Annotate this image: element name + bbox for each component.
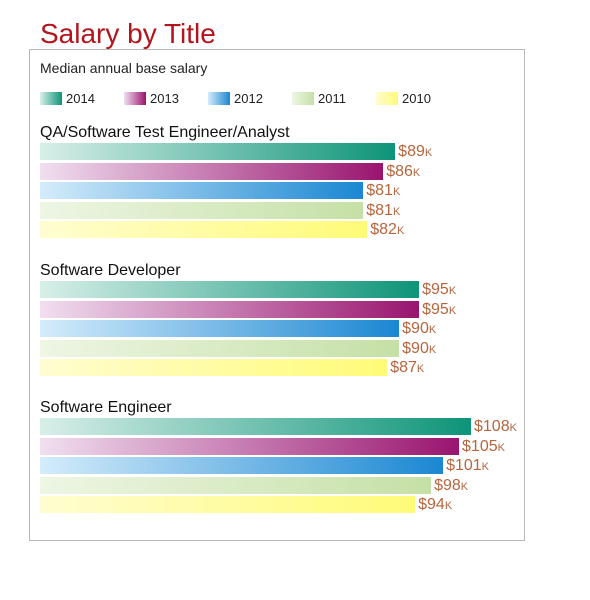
bar-3-2012 bbox=[40, 457, 444, 474]
bar-2-2013 bbox=[40, 300, 420, 318]
bar-1-2012 bbox=[40, 182, 364, 199]
legend-swatch-2012 bbox=[208, 92, 230, 105]
bar-1-2014 bbox=[40, 143, 396, 160]
bar-3-2014 bbox=[40, 418, 471, 435]
legend-label-2013: 2013 bbox=[150, 91, 179, 106]
chart-frame bbox=[29, 49, 525, 541]
bar-1-2011 bbox=[40, 201, 364, 219]
group-label-1: QA/Software Test Engineer/Analyst bbox=[40, 124, 290, 141]
group-label-3: Software Engineer bbox=[40, 399, 172, 416]
bar-1-2010 bbox=[40, 221, 368, 238]
data-label-1-2011: $81K bbox=[366, 201, 401, 219]
legend-swatch-2014 bbox=[40, 92, 62, 105]
data-label-3-2012: $101K bbox=[446, 457, 489, 474]
data-label-1-2013: $86K bbox=[386, 162, 421, 180]
data-label-3-2013: $105K bbox=[462, 437, 505, 455]
legend-label-2012: 2012 bbox=[234, 91, 263, 106]
legend-label-2011: 2011 bbox=[318, 91, 346, 106]
data-label-3-2010: $94K bbox=[418, 496, 453, 513]
data-label-2-2012: $90K bbox=[402, 320, 437, 337]
legend-label-2014: 2014 bbox=[66, 91, 95, 106]
data-label-1-2012: $81K bbox=[366, 182, 401, 199]
chart-subtitle: Median annual base salary bbox=[40, 60, 208, 76]
bar-2-2010 bbox=[40, 359, 388, 376]
bar-1-2013 bbox=[40, 162, 384, 180]
data-label-3-2011: $98K bbox=[434, 476, 469, 494]
bar-3-2011 bbox=[40, 476, 432, 494]
chart-title: Salary by Title bbox=[40, 18, 216, 49]
data-label-2-2010: $87K bbox=[390, 359, 425, 376]
legend-swatch-2013 bbox=[124, 92, 146, 105]
bar-2-2012 bbox=[40, 320, 400, 337]
data-label-2-2014: $95K bbox=[422, 281, 457, 298]
legend-swatch-2011 bbox=[292, 92, 314, 105]
group-label-2: Software Developer bbox=[40, 262, 181, 279]
data-label-3-2014: $108K bbox=[474, 418, 517, 435]
bar-3-2013 bbox=[40, 437, 460, 455]
data-label-2-2011: $90K bbox=[402, 339, 437, 357]
bar-3-2010 bbox=[40, 496, 416, 513]
bar-2-2014 bbox=[40, 281, 420, 298]
bar-2-2011 bbox=[40, 339, 400, 357]
legend-label-2010: 2010 bbox=[402, 91, 431, 106]
data-label-1-2010: $82K bbox=[370, 221, 405, 238]
data-label-2-2013: $95K bbox=[422, 300, 457, 318]
legend-swatch-2010 bbox=[376, 92, 398, 105]
data-label-1-2014: $89K bbox=[398, 143, 433, 160]
